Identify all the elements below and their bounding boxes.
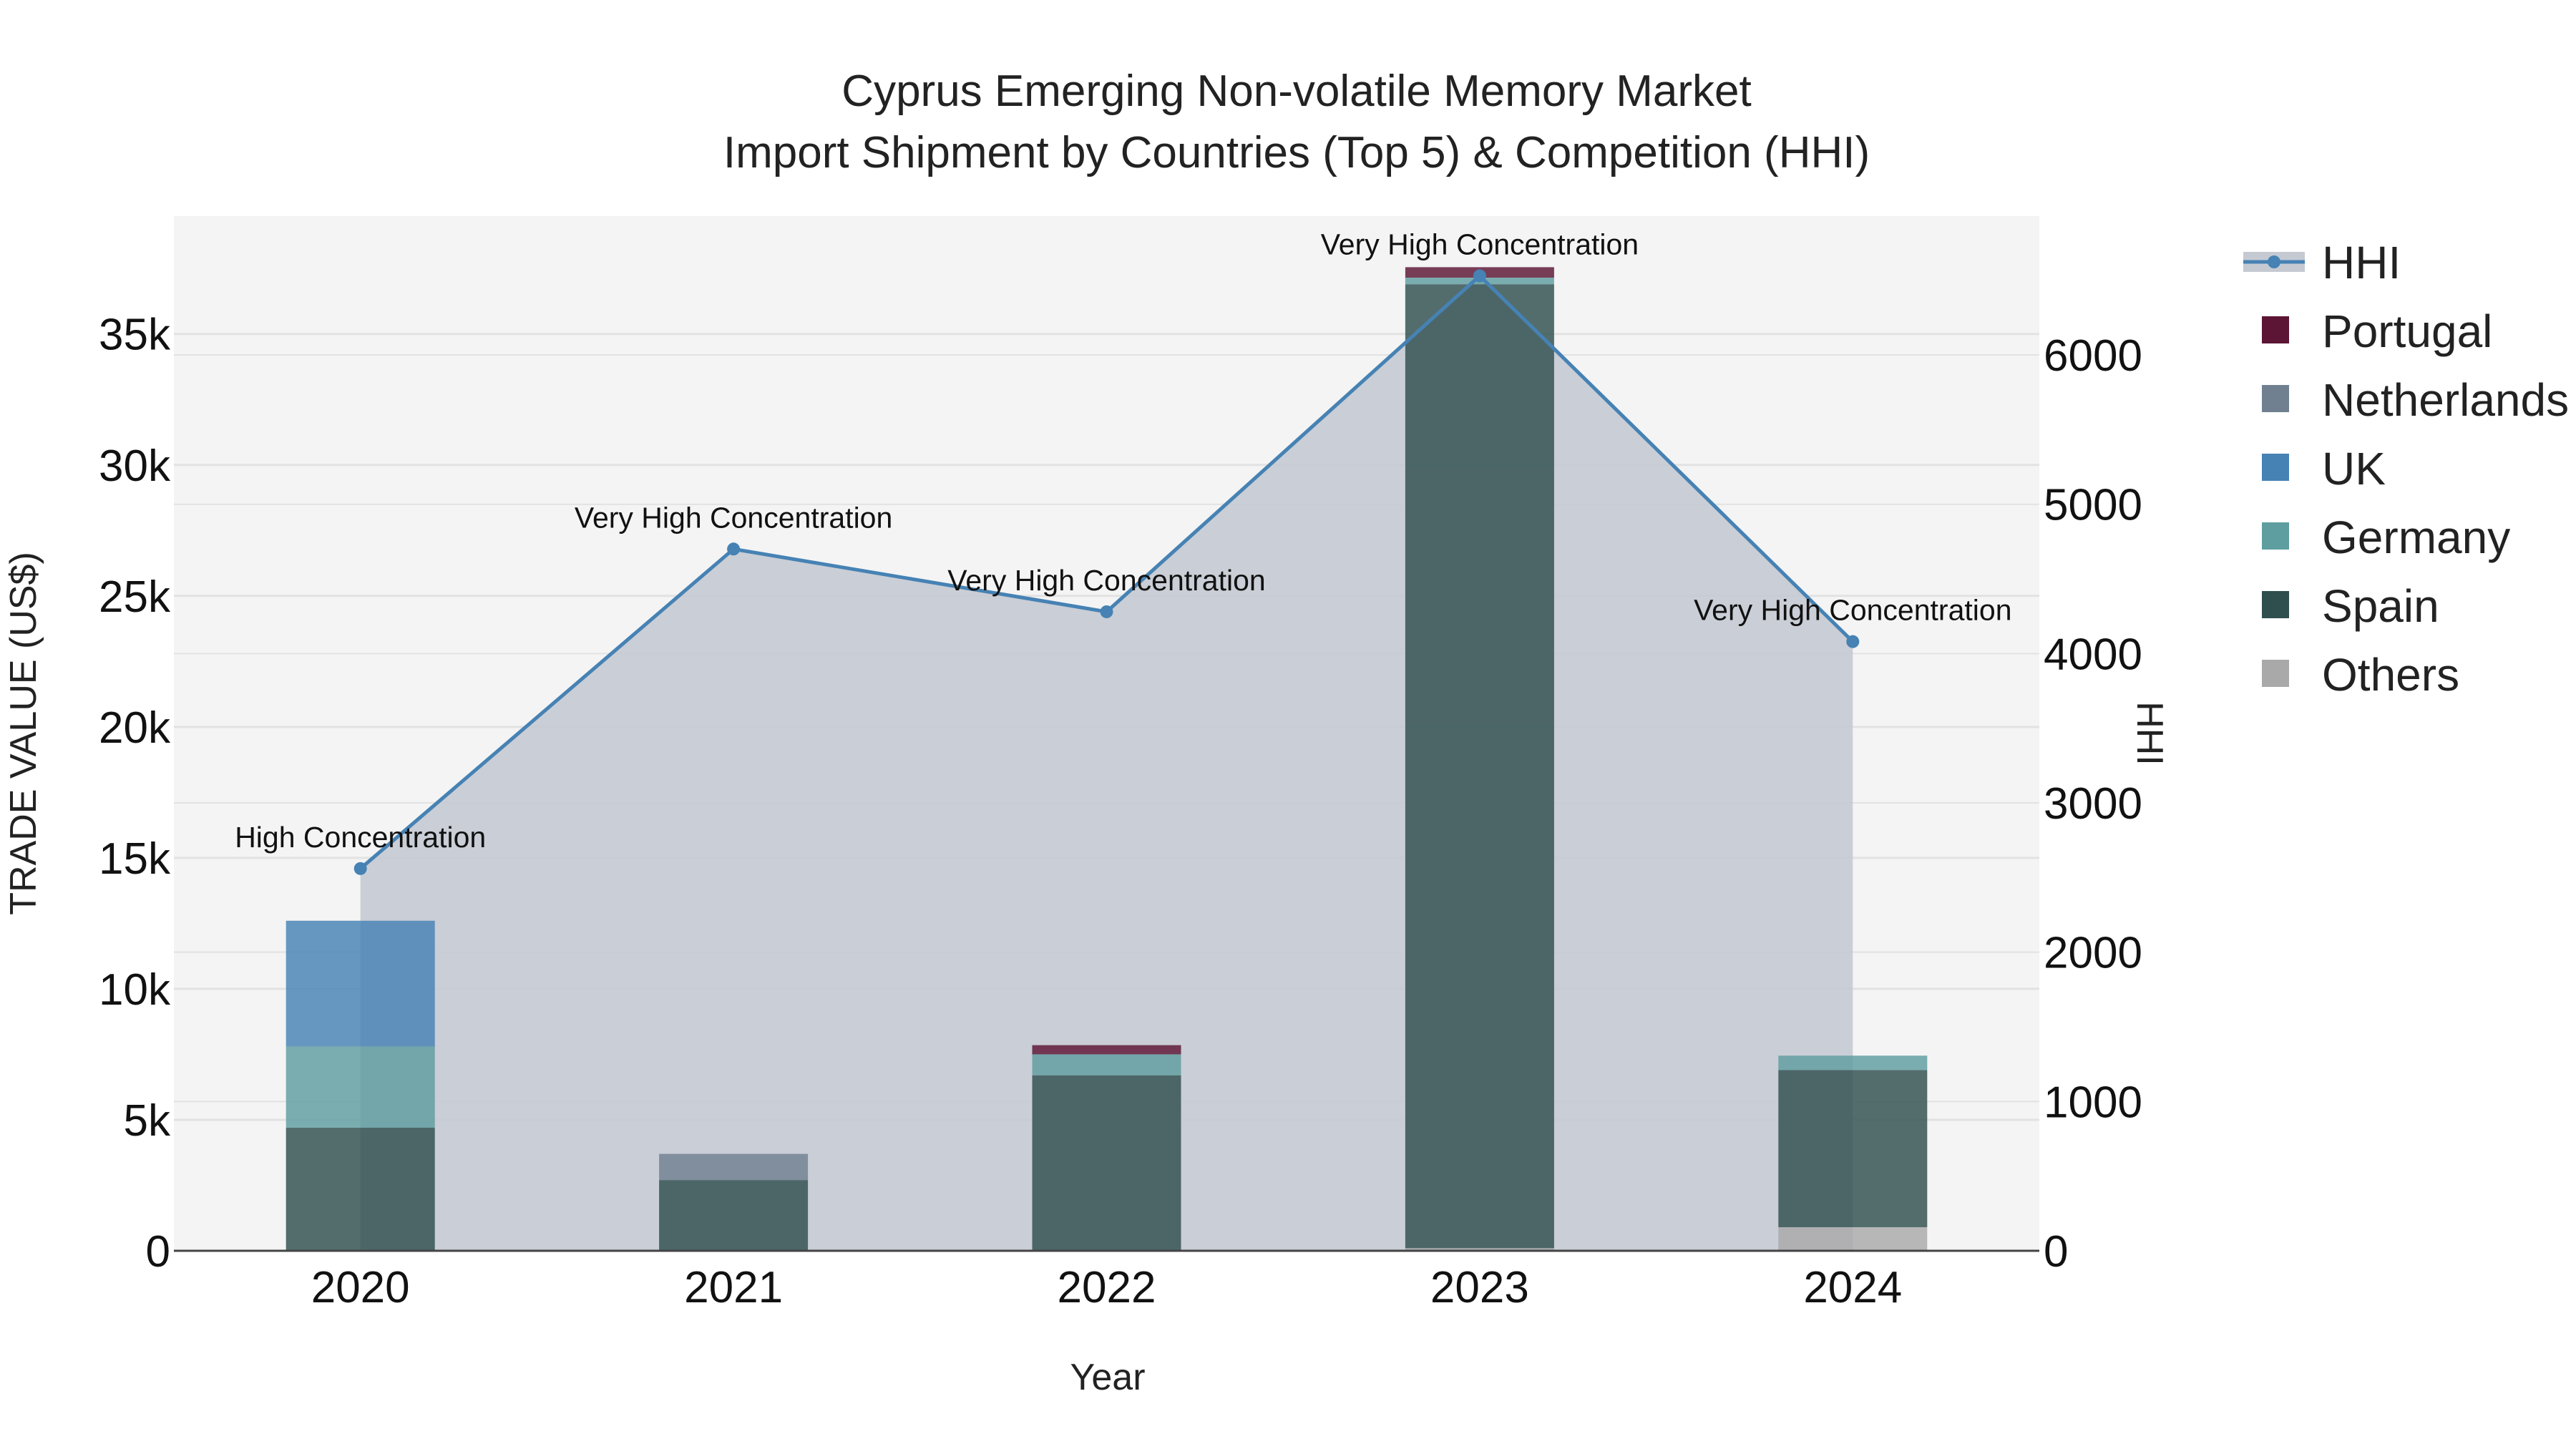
y2-tick-label: 6000 — [2044, 331, 2142, 381]
legend: HHI Portugal Netherlands UK Germany Spain Othe… — [2243, 237, 2569, 701]
bar-others-2023 — [1405, 1248, 1554, 1251]
bar-spain-2024 — [1778, 1070, 1928, 1228]
legend-swatch-netherlands — [2262, 385, 2289, 412]
y2-tick-label: 5000 — [2044, 481, 2142, 530]
legend-label-hhi: HHI — [2322, 237, 2401, 288]
y-tick-label: 35k — [99, 311, 171, 360]
hhi-annotation: Very High Concentration — [1694, 594, 2011, 627]
x-axis-title: Year — [1070, 1357, 1145, 1398]
bar-spain-2022 — [1032, 1075, 1181, 1251]
bar-segments — [286, 267, 1928, 1251]
y2-axis-title: HHI — [2129, 701, 2170, 766]
y2-tick-label: 2000 — [2044, 929, 2142, 978]
hhi-point-2024 — [1846, 635, 1860, 648]
y2-axis-ticks: 0 1000 2000 3000 4000 5000 6000 — [2044, 331, 2142, 1277]
legend-label-spain: Spain — [2322, 580, 2439, 632]
x-tick-label: 2024 — [1803, 1263, 1902, 1312]
legend-swatch-others — [2262, 660, 2289, 687]
y-tick-label: 30k — [99, 441, 171, 491]
hhi-annotations: High Concentration Very High Concentratio… — [235, 228, 2011, 853]
bar-germany-2024 — [1778, 1055, 1928, 1070]
legend-swatch-germany — [2262, 522, 2289, 550]
legend-swatch-hhi-marker — [2268, 255, 2280, 268]
bar-germany-2020 — [286, 1046, 435, 1128]
x-tick-label: 2020 — [311, 1263, 410, 1312]
legend-label-portugal: Portugal — [2322, 306, 2492, 357]
bar-spain-2021 — [659, 1180, 809, 1251]
y-tick-label: 25k — [99, 572, 171, 622]
hhi-annotation: Very High Concentration — [947, 564, 1265, 597]
y-tick-label: 15k — [99, 834, 171, 884]
hhi-line-layer — [353, 269, 1860, 875]
bar-germany-2022 — [1032, 1054, 1181, 1075]
y-axis-title: TRADE VALUE (US$) — [3, 552, 44, 915]
x-tick-label: 2022 — [1058, 1263, 1156, 1312]
legend-label-netherlands: Netherlands — [2322, 374, 2569, 426]
y-tick-label: 5k — [124, 1096, 171, 1146]
legend-swatch-spain — [2262, 591, 2289, 618]
bar-others-2024 — [1778, 1227, 1928, 1251]
y-axis-ticks: 0 5k 10k 15k 20k 25k 30k 35k — [99, 311, 171, 1277]
hhi-annotation: Very High Concentration — [1321, 228, 1639, 260]
y2-tick-label: 3000 — [2044, 779, 2142, 829]
y-tick-label: 10k — [99, 965, 171, 1015]
legend-swatch-uk — [2262, 454, 2289, 481]
legend-label-others: Others — [2322, 649, 2459, 701]
chart-title-line1: Cyprus Emerging Non-volatile Memory Mark… — [841, 67, 1751, 116]
chart-title-line2: Import Shipment by Countries (Top 5) & C… — [723, 128, 1870, 177]
y2-tick-label: 0 — [2044, 1227, 2068, 1277]
bar-uk-2020 — [286, 920, 435, 1047]
bar-netherlands-2021 — [659, 1153, 809, 1181]
hhi-point-2021 — [727, 542, 741, 556]
y2-tick-label: 4000 — [2044, 630, 2142, 679]
legend-label-uk: UK — [2322, 443, 2386, 494]
y-tick-label: 20k — [99, 703, 171, 753]
bar-portugal-2022 — [1032, 1045, 1181, 1055]
y-tick-label: 0 — [146, 1227, 170, 1277]
x-tick-label: 2021 — [684, 1263, 783, 1312]
legend-label-germany: Germany — [2322, 512, 2510, 563]
hhi-point-2023 — [1473, 269, 1486, 283]
y2-tick-label: 1000 — [2044, 1078, 2142, 1127]
legend-swatch-portugal — [2262, 316, 2289, 343]
x-axis-ticks: 2020 2021 2022 2023 2024 — [311, 1263, 1903, 1312]
hhi-point-2020 — [353, 862, 367, 875]
x-tick-label: 2023 — [1430, 1263, 1529, 1312]
hhi-point-2022 — [1100, 605, 1113, 618]
hhi-annotation: Very High Concentration — [575, 501, 892, 534]
bar-spain-2020 — [286, 1127, 435, 1251]
hhi-annotation: High Concentration — [235, 821, 486, 854]
bar-spain-2023 — [1405, 284, 1554, 1249]
